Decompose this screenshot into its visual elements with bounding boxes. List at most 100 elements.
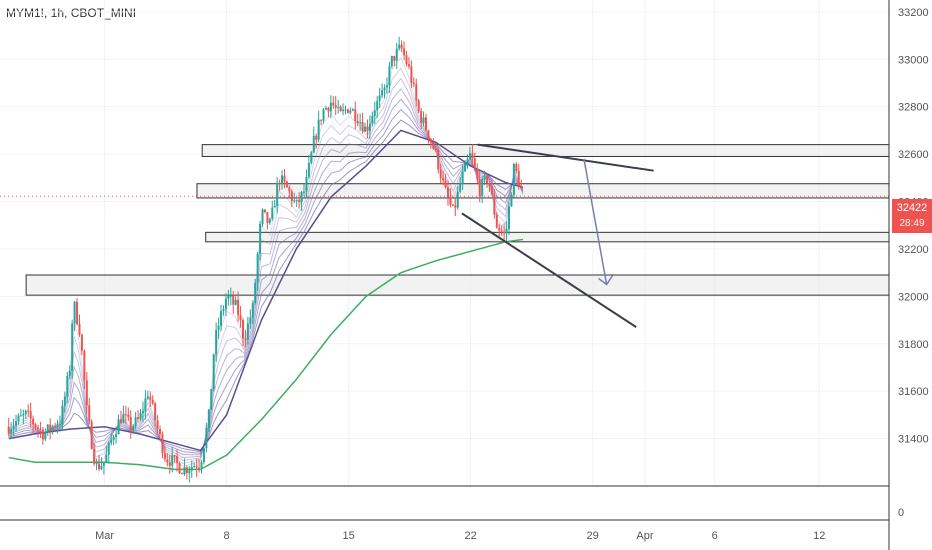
candle-body [393, 56, 396, 61]
x-axis[interactable]: Mar 8 15 22 29 Apr 6 12 [95, 530, 825, 542]
candle-body [300, 191, 303, 203]
candle-body [259, 223, 262, 254]
candle-body [251, 302, 254, 318]
candle-body [124, 414, 127, 416]
y-tick-label: 32600 [898, 149, 929, 161]
price-zone [25, 274, 890, 296]
candle-body [224, 298, 227, 310]
candle-body [22, 414, 25, 416]
candle-body [227, 295, 230, 299]
candle-body [41, 429, 44, 440]
candle-body [154, 403, 157, 421]
candle-body [76, 301, 79, 325]
candle-body [29, 411, 32, 419]
candle-body [473, 158, 476, 169]
candle-body [329, 102, 332, 112]
candle-body [78, 324, 81, 335]
candle-body [385, 85, 388, 88]
candle-body [256, 253, 259, 283]
candle-body [303, 191, 306, 193]
candle-body [315, 135, 318, 140]
candle-body [261, 209, 264, 224]
candle-body [415, 84, 418, 101]
candle-body [90, 421, 93, 449]
candle-body [503, 231, 506, 234]
candle-body [400, 44, 403, 49]
y-axis[interactable]: 3320033000328003260032400322003200031800… [898, 7, 929, 519]
candle-body [429, 139, 432, 143]
candle-body [176, 456, 179, 464]
candle-body [63, 396, 66, 407]
candle-body [17, 415, 20, 422]
x-tick-label: 6 [712, 530, 718, 542]
candle-body [200, 461, 203, 468]
candle-body [229, 295, 232, 297]
candle-body [354, 109, 357, 121]
candle-body [410, 66, 413, 83]
candle-body [232, 295, 235, 305]
candle-body [298, 199, 301, 203]
candle-body [122, 414, 125, 423]
candle-body [24, 410, 27, 415]
candle-body [49, 424, 52, 431]
candle-body [417, 100, 420, 112]
candle-body [10, 429, 13, 434]
candle-body [471, 153, 474, 159]
candle-body [520, 186, 523, 189]
trendline-drawings[interactable] [461, 143, 654, 328]
candle-body [295, 199, 298, 201]
candle-body [66, 375, 69, 397]
candle-body [361, 122, 364, 132]
ma-ribbon-line [8, 108, 524, 454]
candle-body [283, 175, 286, 182]
candle-body [451, 204, 454, 206]
candle-body [93, 448, 96, 464]
candle-body [510, 195, 513, 207]
moving-averages [8, 56, 524, 471]
candle-body [161, 434, 164, 454]
chart-title: MYM1!, 1h, CBOT_MINI [6, 6, 137, 20]
candle-body [334, 105, 337, 108]
candle-body [364, 126, 367, 132]
candle-body [15, 421, 18, 426]
candle-body [337, 106, 340, 108]
candle-body [39, 428, 42, 430]
candle-body [312, 135, 315, 153]
candle-body [446, 187, 449, 198]
candle-body [105, 454, 108, 463]
candle-body [468, 153, 471, 160]
candle-body [378, 95, 381, 101]
candle-body [198, 467, 201, 469]
candle-body [293, 200, 296, 202]
candle-body [359, 122, 362, 124]
candle-body [495, 214, 498, 228]
candle-body [498, 227, 501, 231]
candle-body [107, 442, 110, 455]
candle-body [356, 120, 359, 124]
last-price-tag: 32422 28:49 [892, 199, 932, 233]
candle-body [488, 183, 491, 187]
support-resistance-zones[interactable] [25, 144, 890, 296]
candle-body [271, 207, 274, 220]
y-tick-label: 33200 [898, 7, 929, 19]
candle-body [27, 410, 30, 412]
x-tick-label: 15 [343, 530, 355, 542]
candle-body [205, 427, 208, 449]
candle-body [220, 311, 223, 326]
candle-body [420, 111, 423, 123]
candle-body [193, 466, 196, 468]
ma-slow-line [8, 238, 524, 471]
candle-body [388, 66, 391, 86]
candle-body [390, 56, 393, 67]
candle-body [432, 142, 435, 149]
trend-line [477, 143, 654, 172]
candle-body [434, 148, 437, 150]
candle-body [132, 426, 135, 431]
candle-body [305, 176, 308, 192]
candle-body [234, 299, 237, 305]
x-tick-label: 12 [813, 530, 825, 542]
candle-body [395, 48, 398, 61]
candle-body [422, 117, 425, 123]
y-tick-label: 32800 [898, 102, 929, 114]
